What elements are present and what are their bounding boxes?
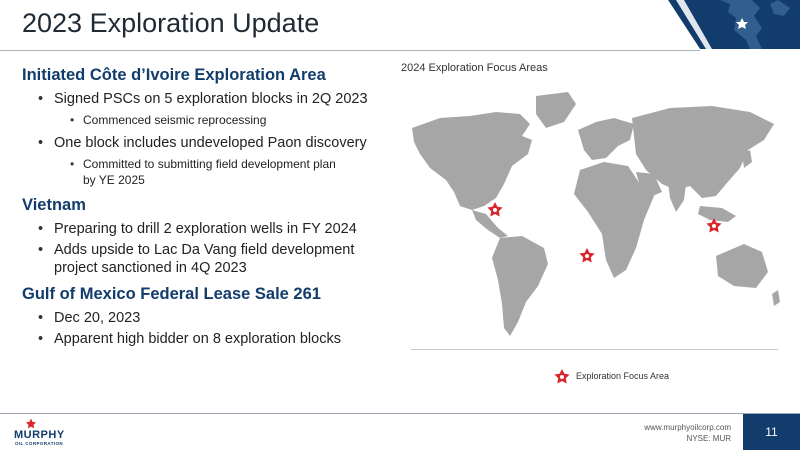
bullet: One block includes undeveloped Paon disc… [22, 134, 392, 152]
bullet: Apparent high bidder on 8 exploration bl… [22, 330, 392, 348]
japan-land [742, 150, 752, 168]
map-caption: 2024 Exploration Focus Areas [401, 62, 548, 74]
focus-markers [487, 202, 722, 263]
southeast-asia-islands-land [698, 206, 736, 222]
north-america-land [412, 112, 532, 210]
company-logo: MURPHY OIL CORPORATION [10, 418, 80, 446]
central-america-land [472, 210, 508, 238]
sub-bullet: Committed to submitting field developmen… [22, 156, 343, 188]
page-title: 2023 Exploration Update [22, 8, 320, 38]
page-number: 11 [765, 425, 778, 439]
section-gulf-of-mexico: Gulf of Mexico Federal Lease Sale 261 De… [22, 283, 392, 348]
map-marker-vietnam [706, 218, 722, 233]
bullet: Signed PSCs on 5 exploration blocks in 2… [22, 90, 392, 108]
section-vietnam: Vietnam Preparing to drill 2 exploration… [22, 194, 392, 277]
legend-label: Exploration Focus Area [576, 371, 670, 381]
arabia-land [636, 172, 662, 198]
corner-globe-graphic [650, 0, 800, 49]
bullet: Preparing to drill 2 exploration wells i… [22, 220, 392, 238]
new-zealand-land [772, 290, 780, 306]
greenland-land [536, 92, 576, 128]
footer-website: www.murphyoilcorp.com [644, 423, 731, 432]
bullet: Dec 20, 2023 [22, 309, 392, 327]
section-heading: Gulf of Mexico Federal Lease Sale 261 [22, 285, 321, 303]
logo-wordmark: MURPHY [14, 429, 65, 441]
footer-ticker: NYSE: MUR [686, 434, 731, 443]
logo-subtitle: OIL CORPORATION [15, 441, 64, 446]
europe-land [578, 118, 634, 160]
map-marker-cote-divoire [579, 248, 595, 263]
asia-land [632, 106, 774, 198]
sub-bullet: Commenced seismic reprocessing [22, 112, 392, 128]
bullet: Adds upside to Lac Da Vang field develop… [22, 241, 374, 277]
world-map [412, 92, 780, 336]
section-cote-divoire: Initiated Côte d’Ivoire Exploration Area… [22, 64, 392, 188]
logo-star-icon [25, 418, 37, 429]
title-divider [0, 50, 700, 51]
update-text: Initiated Côte d’Ivoire Exploration Area… [22, 64, 392, 351]
africa-land [574, 162, 654, 278]
page-number-box: 11 [743, 414, 800, 450]
map-baseline [411, 349, 778, 350]
footer-divider [0, 413, 800, 414]
south-america-land [492, 236, 548, 336]
section-heading: Vietnam [22, 196, 86, 214]
india-land [668, 182, 686, 212]
star-marker-icon [554, 369, 570, 384]
australia-land [716, 244, 768, 288]
map-marker-gulf-of-mexico [487, 202, 503, 217]
section-heading: Initiated Côte d’Ivoire Exploration Area [22, 66, 326, 84]
